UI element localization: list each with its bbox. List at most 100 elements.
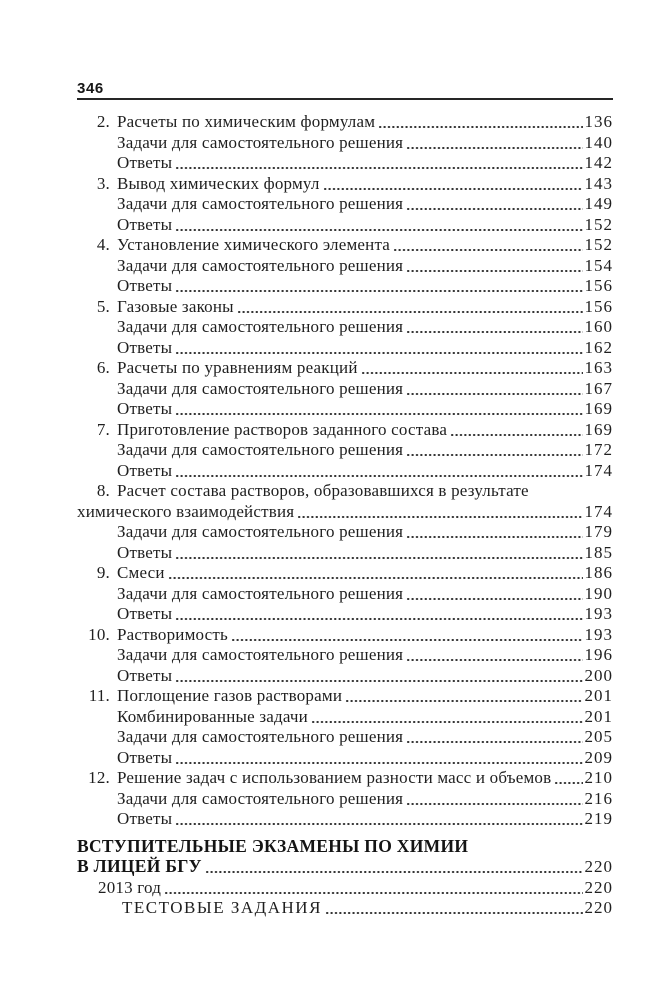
dot-leader — [406, 255, 583, 276]
toc-entry-page: 210 — [584, 768, 613, 787]
toc-entry-label: Ответы — [117, 542, 173, 562]
toc-entry-page: 162 — [584, 337, 613, 357]
toc-entry-label: Расчеты по химическим формулам — [117, 112, 376, 131]
toc-entry: 2. Расчеты по химическим формулам 136 — [77, 112, 613, 133]
toc-entry-page: 172 — [584, 440, 613, 459]
toc-entry-label: ВСТУПИТЕЛЬНЫЕ ЭКЗАМЕНЫ ПО ХИМИИ — [77, 835, 469, 856]
toc-entry: 10. Растворимость 193 — [77, 624, 613, 645]
toc-entry-label: В ЛИЦЕЙ БГУ — [77, 856, 202, 876]
dot-leader — [406, 194, 583, 215]
toc-entry-label: Ответы — [117, 747, 173, 767]
toc-entry-label: Решение задач с использованием разности … — [117, 768, 552, 787]
dot-leader — [175, 153, 583, 174]
table-of-contents: 2. Расчеты по химическим формулам 136 Задач… — [77, 112, 613, 919]
toc-entry-label: Задачи для самостоятельного решения — [117, 727, 404, 746]
toc-entry-number: 11. — [88, 686, 110, 705]
toc-entry-page: 179 — [584, 522, 613, 541]
toc-entry-page: 140 — [584, 132, 613, 152]
dot-leader — [175, 276, 583, 297]
toc-entry-number: 6. — [96, 358, 110, 377]
toc-entry-page: 186 — [584, 563, 613, 582]
toc-entry-label: Смеси — [117, 563, 165, 582]
toc-entry: Задачи для самостоятельного решения 205 — [77, 727, 613, 748]
toc-entry-label: Ответы — [117, 399, 173, 418]
toc-entry: Задачи для самостоятельного решения 160 — [77, 317, 613, 338]
toc-entry: Ответы 200 — [77, 665, 613, 686]
toc-entry-label: Задачи для самостоятельного решения — [117, 583, 404, 603]
toc-entry: Ответы 193 — [77, 604, 613, 625]
toc-entry-page: 167 — [584, 378, 613, 398]
toc-entry-label: Расчет состава растворов, образовавшихся… — [117, 481, 529, 500]
toc-entry-page: 201 — [584, 706, 613, 726]
toc-entry-number: 5. — [96, 296, 110, 316]
toc-entry-label: Задачи для самостоятельного решения — [117, 788, 404, 808]
toc-entry-label: Задачи для самостоятельного решения — [117, 132, 404, 152]
toc-entry-page: 154 — [584, 255, 613, 275]
toc-entry: Ответы 209 — [77, 747, 613, 768]
dot-leader — [231, 624, 583, 645]
toc-entry-label: Ответы — [117, 276, 173, 295]
toc-entry: Ответы 169 — [77, 399, 613, 420]
toc-entry: В ЛИЦЕЙ БГУ 220 — [77, 856, 613, 878]
dot-leader — [204, 856, 583, 878]
toc-entry-label: Ответы — [117, 604, 173, 623]
toc-entry-page: 174 — [584, 501, 613, 521]
toc-entry-label: Ответы — [117, 665, 173, 685]
toc-entry: Ответы 162 — [77, 337, 613, 358]
toc-entry-label: Задачи для самостоятельного решения — [117, 255, 404, 275]
toc-entry-label: Задачи для самостоятельного решения — [117, 645, 404, 664]
toc-entry-label: Растворимость — [117, 624, 228, 644]
toc-entry-page: 193 — [584, 604, 613, 623]
toc-entry-page: 169 — [584, 399, 613, 418]
dot-leader — [175, 809, 583, 830]
toc-entry: 4. Установление химического элемента 152 — [77, 235, 613, 256]
dot-leader — [167, 563, 583, 584]
toc-entry-label: Установление химического элемента — [117, 235, 391, 254]
toc-entry-number: 4. — [96, 235, 110, 254]
toc-entry-page: 190 — [584, 583, 613, 603]
dot-leader — [345, 686, 583, 707]
toc-entry-page: 136 — [584, 112, 613, 131]
dot-leader — [310, 706, 583, 727]
toc-entry-page: 156 — [584, 276, 613, 295]
toc-entry: Задачи для самостоятельного решения 196 — [77, 645, 613, 666]
toc-entry: 2013 год 220 — [77, 877, 613, 898]
toc-entry-label: Ответы — [117, 460, 173, 480]
toc-entry-page: 149 — [584, 194, 613, 213]
dot-leader — [406, 727, 583, 748]
dot-leader — [175, 604, 583, 625]
toc-entry: химического взаимодействия 174 — [77, 501, 613, 522]
toc-entry-label: Ответы — [117, 809, 173, 828]
toc-entry: Ответы 156 — [77, 276, 613, 297]
toc-entry: Задачи для самостоятельного решения 190 — [77, 583, 613, 604]
toc-entry-number: 10. — [88, 624, 110, 644]
dot-leader — [175, 337, 583, 358]
dot-leader — [322, 173, 583, 194]
toc-entry-number: 12. — [88, 768, 110, 787]
toc-entry: 6. Расчеты по уравнениям реакций 163 — [77, 358, 613, 379]
toc-entry-page: 156 — [584, 296, 613, 316]
toc-entry-page: 201 — [584, 686, 613, 705]
toc-entry-label: Приготовление растворов заданного состав… — [117, 419, 448, 439]
toc-entry: Задачи для самостоятельного решения 172 — [77, 440, 613, 461]
toc-entry: Задачи для самостоятельного решения 216 — [77, 788, 613, 809]
toc-entry-page: 196 — [584, 645, 613, 664]
toc-entry: Задачи для самостоятельного решения 154 — [77, 255, 613, 276]
toc-entry-page: 143 — [584, 173, 613, 193]
toc-entry-label: ТЕСТОВЫЕ ЗАДАНИЯ — [122, 898, 322, 917]
toc-entry-page: 220 — [584, 877, 613, 897]
toc-entry: Задачи для самостоятельного решения 140 — [77, 132, 613, 153]
toc-entry: Ответы 219 — [77, 809, 613, 830]
toc-entry-label: Вывод химических формул — [117, 173, 320, 193]
toc-entry-page: 169 — [584, 419, 613, 439]
toc-entry-page: 152 — [584, 235, 613, 254]
toc-entry-label: 2013 год — [98, 877, 162, 897]
toc-entry: 7. Приготовление растворов заданного сост… — [77, 419, 613, 440]
toc-entry-page: 163 — [584, 358, 613, 377]
toc-entry-label: Ответы — [117, 337, 173, 357]
dot-leader — [406, 378, 583, 399]
dot-leader — [360, 358, 583, 379]
dot-leader — [324, 898, 583, 919]
toc-entry-number: 2. — [96, 112, 110, 131]
